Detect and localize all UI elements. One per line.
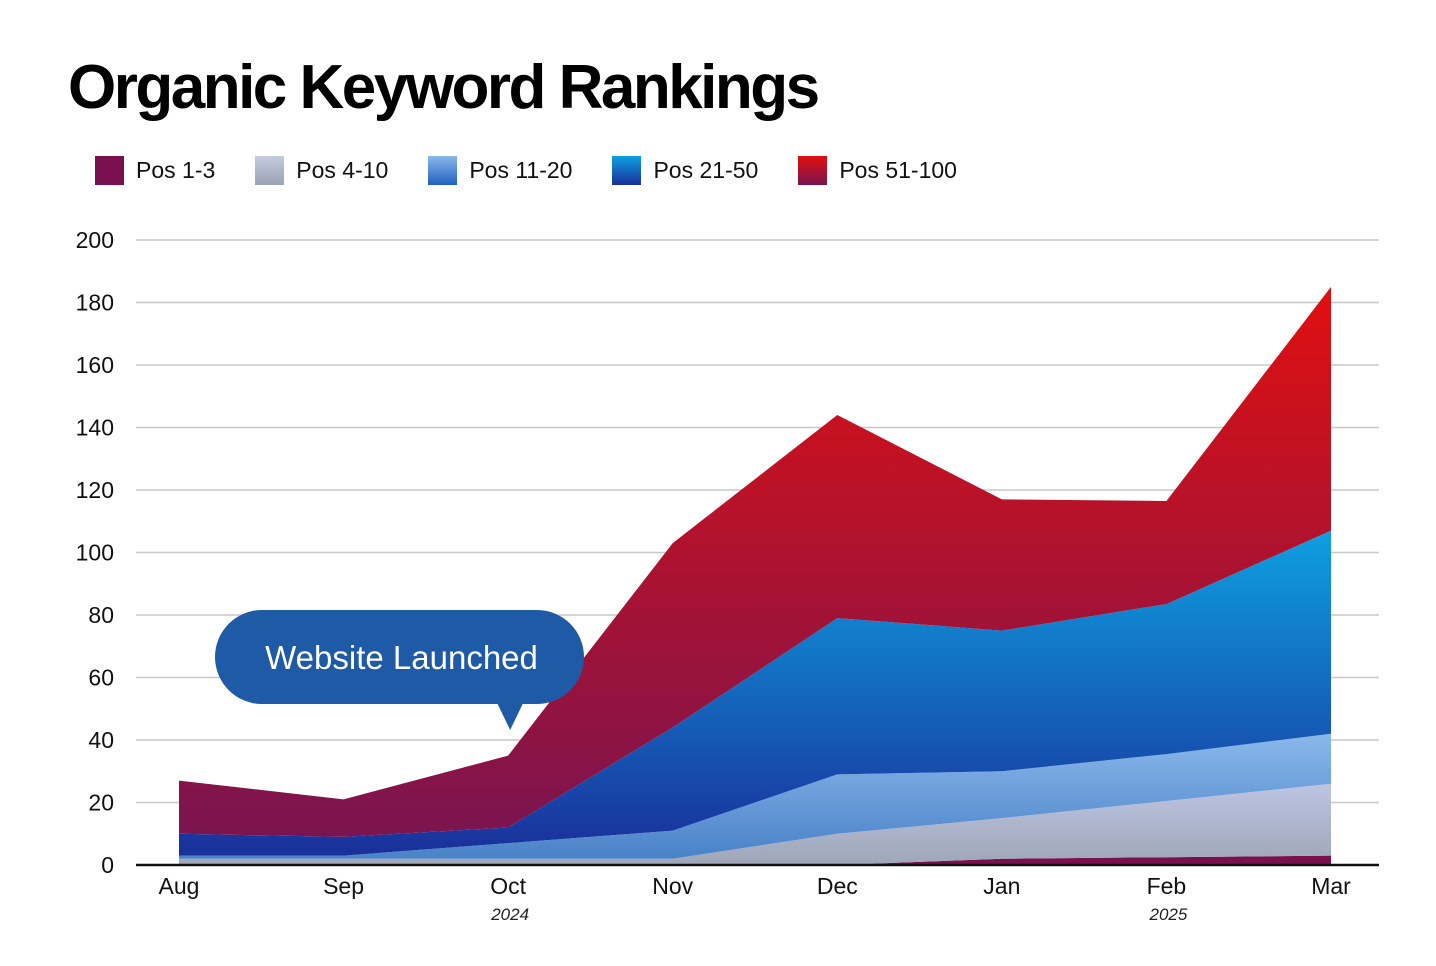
legend-label-pos-21-50: Pos 21-50 — [653, 157, 759, 183]
callout-bubble — [215, 610, 584, 704]
x-tick-label: Aug — [159, 873, 200, 899]
y-tick-label: 140 — [76, 415, 114, 441]
y-tick-label: 200 — [76, 227, 114, 253]
y-tick-label: 0 — [101, 852, 114, 878]
y-tick-label: 80 — [88, 602, 114, 628]
x-tick-label: Nov — [652, 873, 693, 899]
x-tick-label: Dec — [817, 873, 858, 899]
chart-title: Organic Keyword Rankings — [68, 53, 820, 122]
area-pos-21-50 — [179, 530, 1331, 856]
year-label: 2025 — [1149, 905, 1188, 924]
area-pos-11-20 — [179, 733, 1331, 859]
y-tick-label: 100 — [76, 540, 114, 566]
area-pos-1-3 — [179, 855, 1331, 865]
legend-swatch-pos-4-10 — [255, 156, 285, 185]
annotation-callout: Website Launched — [215, 610, 584, 730]
y-tick-label: 120 — [76, 477, 114, 503]
legend-item-pos-51-100: Pos 51-100 — [798, 156, 957, 185]
callout-pointer — [497, 703, 524, 730]
legend-item-pos-21-50: Pos 21-50 — [612, 156, 758, 185]
legend-item-pos-4-10: Pos 4-10 — [255, 156, 388, 185]
axes: 0 20 40 60 80 100 120 140 160 180 200 Aug Sep Oct Nov D… — [76, 227, 1379, 924]
y-tick-label: 20 — [88, 790, 114, 816]
legend-item-pos-11-20: Pos 11-20 — [428, 156, 572, 185]
area-pos-4-10 — [179, 783, 1331, 865]
legend-label-pos-51-100: Pos 51-100 — [839, 157, 957, 183]
legend-label-pos-4-10: Pos 4-10 — [296, 157, 389, 183]
y-tick-label: 160 — [76, 352, 114, 378]
callout-text: Website Launched — [265, 639, 538, 676]
legend: Pos 1-3 Pos 4-10 Pos 11-20 Pos 21-50 Pos… — [95, 156, 997, 185]
legend-swatch-pos-11-20 — [428, 156, 458, 185]
legend-label-pos-1-3: Pos 1-3 — [136, 157, 216, 183]
legend-label-pos-11-20: Pos 11-20 — [469, 157, 573, 183]
x-tick-label: Sep — [323, 873, 364, 899]
area-pos-51-100 — [179, 286, 1331, 837]
x-tick-label: Mar — [1311, 873, 1351, 899]
y-tick-label: 40 — [88, 727, 114, 753]
x-tick-label: Jan — [983, 873, 1020, 899]
legend-item-pos-1-3: Pos 1-3 — [95, 156, 215, 185]
legend-swatch-pos-51-100 — [798, 156, 828, 185]
legend-swatch-pos-21-50 — [612, 156, 642, 185]
stacked-areas — [179, 286, 1331, 865]
x-tick-label: Oct — [490, 873, 526, 899]
legend-swatch-pos-1-3 — [95, 156, 124, 185]
x-tick-label: Feb — [1147, 873, 1187, 899]
y-tick-label: 180 — [76, 290, 114, 316]
year-label: 2024 — [490, 905, 529, 924]
y-tick-label: 60 — [88, 665, 114, 691]
